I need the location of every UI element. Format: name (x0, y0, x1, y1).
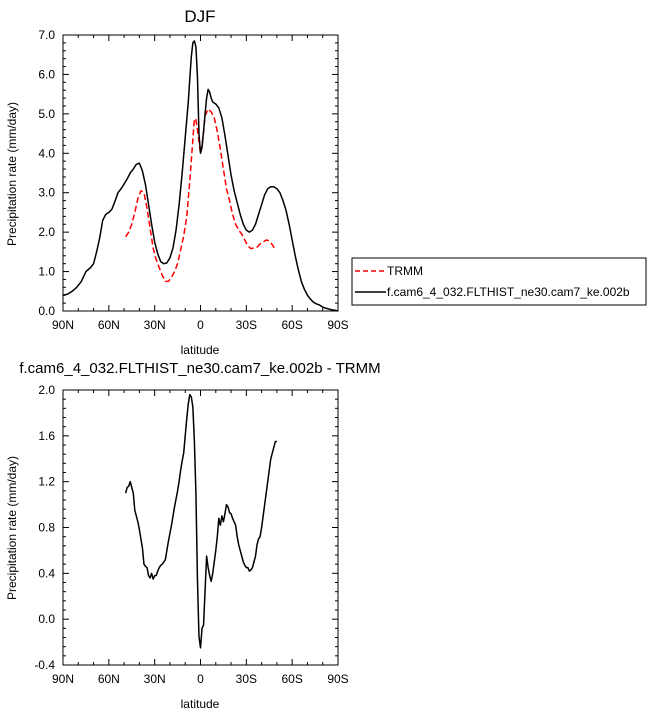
panel-1-title: DJF (184, 7, 215, 26)
panel-2-y-tick-label: 0.0 (38, 612, 55, 626)
panel-1-y-tick-label: 7.0 (38, 28, 55, 42)
panel-2-y-tick-label: -0.4 (34, 658, 55, 672)
panel-2-y-tick-label: 0.4 (38, 566, 55, 580)
panel-1-y-tick-label: 0.0 (38, 304, 55, 318)
panel-1-series (62, 40, 339, 312)
panel-1-chart: DJF Precipitation rate (mm/day) latitude… (5, 7, 349, 357)
panel-1-series-trmm (125, 108, 277, 283)
panel-2-x-tick-label: 60S (281, 672, 302, 686)
legend: TRMM f.cam6_4_032.FLTHIST_ne30.cam7_ke.0… (351, 257, 647, 306)
panel-1-x-tick-label: 90N (52, 318, 74, 332)
panel-2-ticks: 90N 60N 30N 0 30S 60S 90S -0.4 0.0 0.4 0.8 1.2 1.6 2.… (34, 383, 348, 686)
panel-2-x-tick-label: 60N (98, 672, 120, 686)
panel-1-plot-frame (62, 34, 339, 312)
legend-box (351, 257, 647, 306)
panel-2-y-tick-label: 1.6 (38, 429, 55, 443)
panel-1-x-tick-label: 90S (327, 318, 348, 332)
panel-2-y-axis-label: Precipitation rate (mm/day) (5, 456, 19, 600)
panel-1-y-tick-label: 5.0 (38, 107, 55, 121)
panel-1-y-axis-label: Precipitation rate (mm/day) (5, 102, 19, 246)
panel-1-y-tick-label: 3.0 (38, 186, 55, 200)
panel-2-y-tick-label: 0.8 (38, 521, 55, 535)
panel-1-x-tick-label: 30N (144, 318, 166, 332)
panel-2-x-axis-label: latitude (181, 697, 220, 711)
panel-2-x-tick-label: 90S (327, 672, 348, 686)
panel-2-y-tick-label: 2.0 (38, 383, 55, 397)
legend-label-trmm: TRMM (387, 264, 423, 278)
panel-1-x-tick-label: 30S (236, 318, 257, 332)
panel-1-series-f-cam6-4-032-flthist-ne30-cam7-ke-002b (62, 40, 339, 312)
panel-2-title: f.cam6_4_032.FLTHIST_ne30.cam7_ke.002b -… (19, 360, 380, 377)
panel-1-y-tick-label: 4.0 (38, 146, 55, 160)
panel-1-x-tick-label: 60N (98, 318, 120, 332)
panel-2-x-tick-label: 0 (197, 672, 204, 686)
panel-1-y-tick-label: 1.0 (38, 265, 55, 279)
panel-1-ticks: 90N 60N 30N 0 30S 60S 90S 0.0 1.0 2.0 3.0 4.0 5.0 6.0… (38, 28, 348, 332)
panel-2-y-tick-label: 1.2 (38, 475, 55, 489)
panel-1-x-tick-label: 60S (281, 318, 302, 332)
panel-1-x-tick-label: 0 (197, 318, 204, 332)
legend-label-model: f.cam6_4_032.FLTHIST_ne30.cam7_ke.002b (387, 285, 630, 299)
panel-1-y-tick-label: 6.0 (38, 67, 55, 81)
panel-2-series-line (124, 393, 277, 649)
panel-1-x-axis-label: latitude (181, 343, 220, 357)
panel-2-x-tick-label: 30N (144, 672, 166, 686)
panel-2-chart: f.cam6_4_032.FLTHIST_ne30.cam7_ke.002b -… (5, 360, 381, 711)
panel-2-x-tick-label: 90N (52, 672, 74, 686)
panel-2-x-tick-label: 30S (236, 672, 257, 686)
panel-2-series (124, 393, 277, 649)
panel-1-y-tick-label: 2.0 (38, 225, 55, 239)
panel-2-plot-frame (62, 389, 339, 666)
